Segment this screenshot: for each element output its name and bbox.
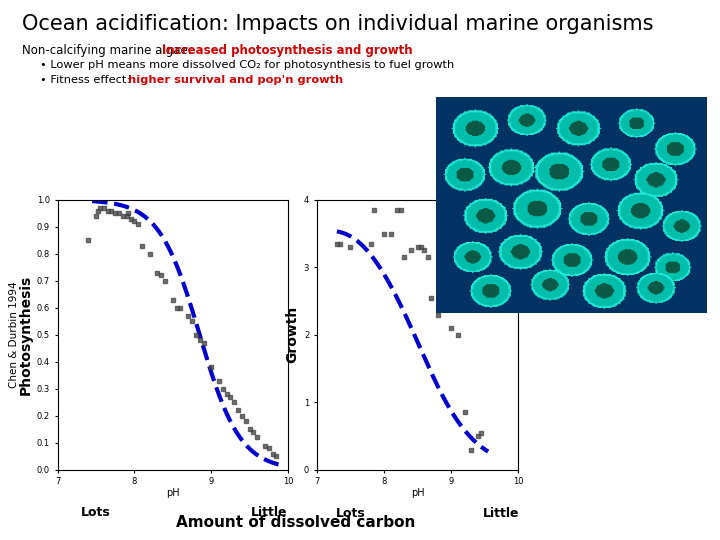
Point xyxy=(159,276,171,285)
Point xyxy=(121,212,132,220)
Point xyxy=(194,336,205,345)
Text: Lots: Lots xyxy=(336,507,365,520)
Point xyxy=(368,206,379,214)
Point xyxy=(136,241,148,250)
Text: • Lower pH means more dissolved CO₂ for photosynthesis to fuel growth: • Lower pH means more dissolved CO₂ for … xyxy=(40,60,454,71)
Point xyxy=(378,229,390,238)
Text: higher survival and pop'n growth: higher survival and pop'n growth xyxy=(128,75,343,85)
Point xyxy=(405,246,417,255)
Point xyxy=(190,330,202,339)
Point xyxy=(395,206,407,214)
Point xyxy=(392,206,403,214)
Point xyxy=(476,428,487,437)
Point xyxy=(365,239,377,248)
Point xyxy=(205,363,217,372)
Point xyxy=(221,390,233,399)
Point xyxy=(186,317,198,326)
Point xyxy=(98,204,109,212)
Point xyxy=(244,425,256,434)
Point xyxy=(117,212,129,220)
Point xyxy=(267,449,279,458)
Point xyxy=(236,411,248,420)
Point xyxy=(167,295,179,304)
Point xyxy=(182,312,194,320)
Point xyxy=(171,303,182,312)
Point xyxy=(472,432,484,441)
Point xyxy=(415,243,427,252)
Text: Lots: Lots xyxy=(81,507,111,519)
Point xyxy=(259,441,271,450)
Point xyxy=(459,408,470,417)
Text: Chen & Durbin 1994: Chen & Durbin 1994 xyxy=(9,281,19,388)
Text: • Fitness effect:: • Fitness effect: xyxy=(40,75,133,85)
Point xyxy=(175,303,186,312)
Point xyxy=(106,206,117,215)
Point xyxy=(144,249,156,258)
Point xyxy=(271,452,282,461)
Point xyxy=(452,330,464,339)
Text: Ocean acidification: Impacts on individual marine organisms: Ocean acidification: Impacts on individu… xyxy=(22,14,653,33)
Point xyxy=(213,376,225,385)
Point xyxy=(335,239,346,248)
Point xyxy=(412,243,423,252)
Point xyxy=(446,323,457,332)
Point xyxy=(240,417,251,426)
Point xyxy=(432,310,444,319)
Point xyxy=(251,433,263,442)
Point xyxy=(156,271,167,280)
Point xyxy=(198,339,210,347)
Point xyxy=(418,246,430,255)
Text: Little: Little xyxy=(483,507,520,520)
Point xyxy=(91,206,103,215)
Text: Increased photosynthesis and growth: Increased photosynthesis and growth xyxy=(162,44,413,57)
Point xyxy=(422,253,433,261)
Point xyxy=(102,206,113,215)
Text: Non-calcifying marine algae:: Non-calcifying marine algae: xyxy=(22,44,195,57)
Y-axis label: Growth: Growth xyxy=(286,306,300,363)
Text: Little: Little xyxy=(251,507,287,519)
Point xyxy=(94,204,106,212)
Point xyxy=(228,398,240,407)
Point xyxy=(152,268,163,277)
Point xyxy=(466,445,477,454)
X-axis label: pH: pH xyxy=(411,488,424,498)
Point xyxy=(331,239,343,248)
Point xyxy=(129,217,140,226)
Point xyxy=(122,209,134,218)
Y-axis label: Photosynthesis: Photosynthesis xyxy=(19,275,32,395)
Point xyxy=(398,253,410,261)
Point xyxy=(90,212,102,220)
Point xyxy=(109,209,121,218)
Point xyxy=(436,243,447,252)
Point xyxy=(113,209,125,218)
Point xyxy=(217,384,228,393)
Point xyxy=(426,293,437,302)
Point xyxy=(83,236,94,245)
Point xyxy=(263,444,274,453)
X-axis label: pH: pH xyxy=(166,488,179,498)
Point xyxy=(248,428,259,436)
Point xyxy=(385,229,397,238)
Point xyxy=(233,406,244,415)
Point xyxy=(225,393,236,401)
Point xyxy=(345,243,356,252)
Point xyxy=(125,214,136,223)
Text: Amount of dissolved carbon: Amount of dissolved carbon xyxy=(176,515,415,530)
Point xyxy=(132,220,144,228)
